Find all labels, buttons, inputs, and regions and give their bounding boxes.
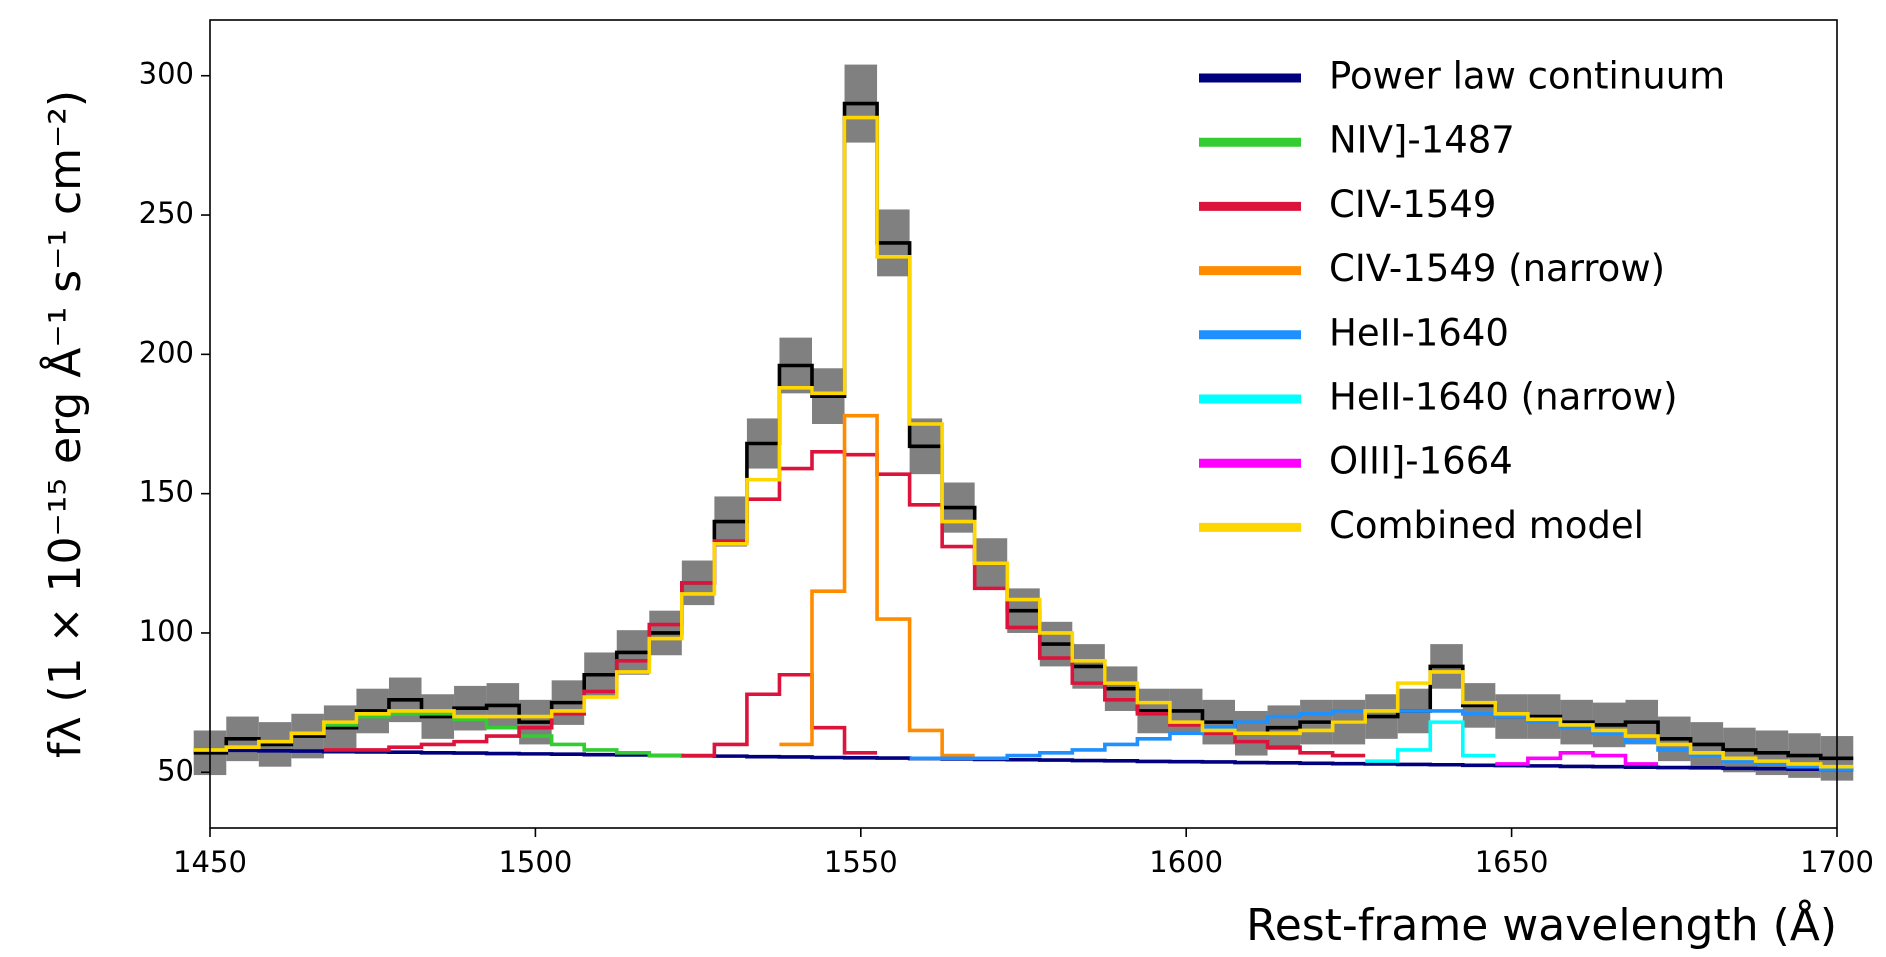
x-axis-label: Rest-frame wavelength (Å) [1246,898,1837,951]
legend-label: CIV-1549 (narrow) [1329,247,1665,290]
plot-frame [209,19,1838,829]
observed-spectrum [193,101,1854,761]
model-line [681,672,878,758]
x-tick-label: 1600 [1149,845,1223,879]
model-line [1495,750,1659,766]
x-tick-label: 1500 [498,845,572,879]
model-line [1365,720,1496,763]
y-tick-label: 150 [139,475,194,509]
legend-label: OIII]-1664 [1329,440,1513,483]
legend-label: Power law continuum [1329,55,1725,98]
x-tick-label: 1650 [1475,845,1549,879]
legend-label: HeII-1640 (narrow) [1329,376,1678,419]
y-axis-label: fλ (1 × 10⁻¹⁵ erg Å⁻¹ s⁻¹ cm⁻²) [38,90,91,758]
y-tick-label: 100 [139,614,194,648]
legend-label: CIV-1549 [1329,183,1496,226]
legend-label: HeII-1640 [1329,311,1509,354]
y-tick-label: 200 [139,335,194,369]
model-line [193,115,1854,769]
x-tick-label: 1700 [1800,845,1874,879]
model-line [193,748,1854,772]
legend-label: Combined model [1329,504,1644,547]
x-tick-label: 1550 [824,845,898,879]
model-line [779,413,975,758]
y-tick-label: 300 [139,57,194,91]
x-tick-label: 1450 [173,845,247,879]
legend-label: NIV]-1487 [1329,119,1515,162]
y-tick-label: 50 [157,753,194,787]
y-tick-label: 250 [139,196,194,230]
